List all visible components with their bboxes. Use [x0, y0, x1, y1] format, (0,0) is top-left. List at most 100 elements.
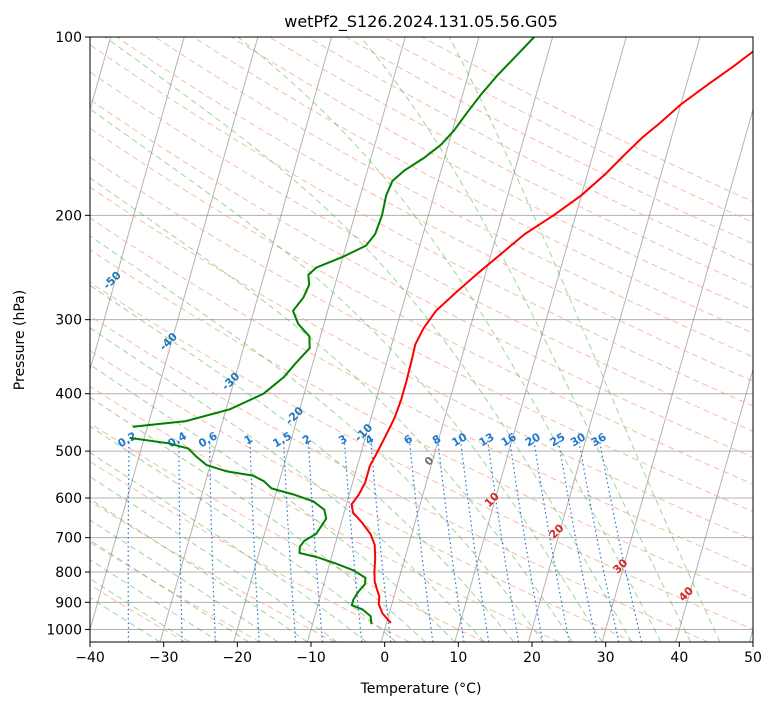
- mixing-ratio-line: [437, 440, 465, 642]
- dry-adiabat-line: [90, 584, 186, 642]
- y-tick-label: 300: [55, 313, 82, 329]
- mixing-ratio-label: 30: [568, 430, 588, 449]
- moist-adiabat-line: [104, 37, 633, 642]
- x-tick-label: 20: [523, 650, 541, 666]
- isotherm-label: -20: [283, 404, 306, 427]
- y-tick-label: 100: [55, 30, 82, 46]
- x-tick-label: −40: [75, 650, 105, 666]
- isotherm-label: 0: [422, 454, 437, 469]
- mixing-ratio-line: [343, 440, 363, 642]
- x-axis-title: Temperature (°C): [360, 681, 482, 697]
- dewpoint-profile: [129, 436, 373, 625]
- dry-adiabat-line: [90, 281, 753, 630]
- x-tick-label: 10: [449, 650, 467, 666]
- mixing-ratio-line: [578, 440, 620, 642]
- x-tick-label: 50: [744, 650, 762, 666]
- isotherm-label: 30: [610, 556, 630, 576]
- plot-frame: [89, 36, 754, 643]
- moist-adiabat-line: [90, 519, 279, 642]
- mixing-ratio-label: 10: [450, 430, 470, 449]
- mixing-ratio-label: 16: [499, 430, 519, 449]
- dry-adiabat-line: [90, 186, 753, 541]
- isotherm-line: [380, 37, 554, 642]
- isoline-labels: 0.10.20.40.611.52346810131620253036-100-…: [0, 167, 696, 604]
- moist-adiabat-line: [90, 498, 308, 642]
- background-lines: [90, 37, 753, 642]
- y-axis-title: Pressure (hPa): [12, 290, 28, 390]
- mixing-ratio-label: 2: [300, 432, 313, 447]
- dry-adiabat-line: [345, 37, 753, 245]
- moist-adiabat-line: [90, 425, 397, 642]
- mixing-ratio-line: [370, 440, 392, 642]
- y-axis: 1000 900 800 700 600 500 400 300 200 100: [46, 30, 90, 638]
- isotherm-line: [159, 37, 333, 642]
- isotherm-line: [233, 37, 406, 642]
- moist-adiabat-line: [237, 37, 662, 642]
- y-tick-label: 700: [55, 531, 82, 547]
- x-tick-label: 0: [380, 650, 389, 666]
- y-tick-label: 600: [55, 491, 82, 507]
- mixing-ratio-label: 8: [430, 432, 443, 447]
- y-tick-label: 200: [55, 208, 82, 224]
- dry-adiabat-line: [421, 37, 753, 203]
- isotherm-line: [675, 367, 753, 642]
- mixing-ratio-label: 3: [336, 432, 349, 447]
- isotherm-label: 10: [482, 490, 502, 510]
- temperature-profile: [350, 50, 753, 624]
- mixing-ratio-line: [533, 440, 570, 642]
- plot-area: 0.10.20.40.611.52346810131620253036-100-…: [0, 37, 753, 642]
- dry-adiabat-line: [90, 127, 753, 485]
- dry-adiabat-line: [90, 156, 753, 513]
- x-tick-label: −10: [296, 650, 326, 666]
- dry-adiabat-line: [90, 422, 485, 642]
- dry-adiabat-line: [90, 249, 753, 600]
- y-tick-label: 1000: [46, 622, 82, 638]
- mixing-ratio-line: [557, 440, 597, 642]
- x-tick-label: −30: [149, 650, 179, 666]
- x-tick-label: 30: [597, 650, 615, 666]
- dry-adiabat-line: [154, 37, 753, 358]
- moist-adiabat-line: [90, 284, 515, 642]
- isotherm-label: -70: [0, 167, 5, 190]
- y-tick-label: 900: [55, 595, 82, 611]
- mixing-ratio-label: 20: [523, 430, 543, 449]
- mixing-ratio-line: [459, 440, 490, 642]
- profiles: [129, 37, 753, 625]
- mixing-ratio-line: [249, 440, 260, 642]
- mixing-ratio-label: 0.6: [196, 429, 220, 450]
- moist-adiabat-line: [90, 327, 485, 642]
- dry-adiabat-line: [90, 385, 560, 642]
- x-tick-label: 40: [670, 650, 688, 666]
- mixing-ratio-label: 25: [548, 430, 568, 449]
- mixing-ratio-line: [127, 440, 130, 642]
- dry-adiabat-line: [307, 37, 753, 266]
- dry-adiabat-line: [90, 71, 753, 432]
- x-tick-label: −20: [223, 650, 253, 666]
- y-tick-label: 800: [55, 565, 82, 581]
- dry-adiabat-line: [90, 99, 753, 458]
- moist-adiabat-line: [360, 37, 691, 642]
- mixing-ratio-line: [408, 440, 434, 642]
- mixing-ratio-line: [209, 440, 216, 642]
- isotherm-label: -50: [101, 268, 124, 291]
- dewpoint-profile: [132, 37, 535, 428]
- dry-adiabat-line: [192, 37, 753, 334]
- mixing-ratio-line: [178, 440, 183, 642]
- moist-adiabat-line: [90, 108, 603, 642]
- mixing-ratio-line: [283, 440, 297, 642]
- moist-adiabat-line: [448, 37, 721, 642]
- moist-adiabat-line: [90, 475, 338, 642]
- dry-adiabat-line: [90, 349, 634, 642]
- dry-adiabat-line: [90, 460, 410, 642]
- dry-adiabat-line: [90, 217, 753, 570]
- mixing-ratio-label: 36: [589, 430, 609, 449]
- x-axis: −40 −30 −20 −10 0 10 20 30 40 50: [75, 642, 762, 666]
- dry-adiabat-line: [90, 315, 709, 642]
- moist-adiabat-line: [90, 364, 456, 642]
- isotherm-line: [454, 37, 627, 642]
- dry-adiabat-line: [90, 44, 753, 407]
- moist-adiabat-line: [90, 396, 426, 642]
- mixing-ratio-label: 1.5: [270, 429, 293, 450]
- isotherm-line: [601, 107, 753, 642]
